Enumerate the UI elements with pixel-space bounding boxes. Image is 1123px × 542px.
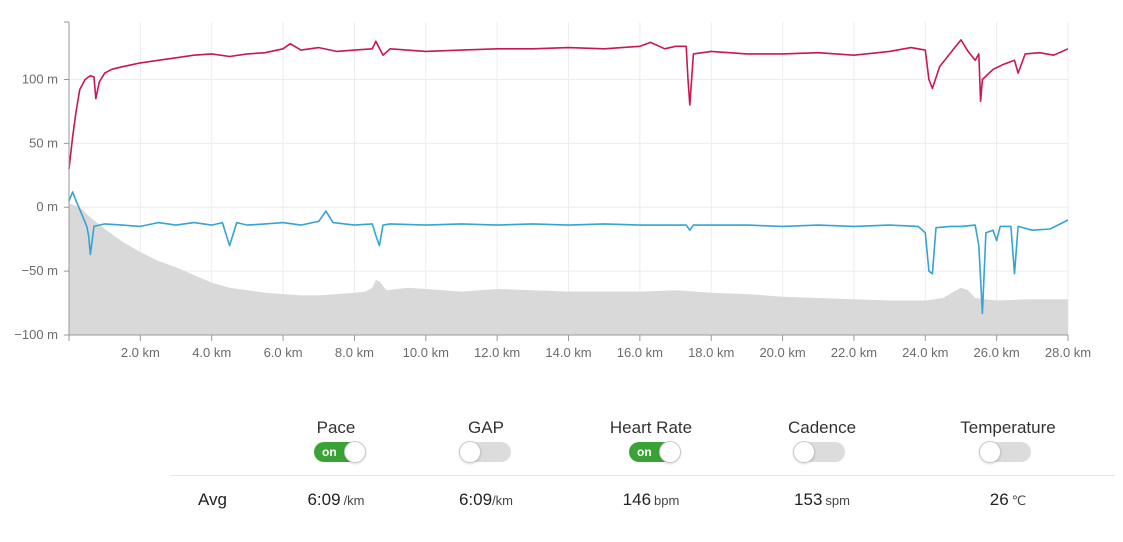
- heart-rate-value: 146: [622, 490, 652, 509]
- pace-value: 6:09: [307, 490, 341, 509]
- x-tick-label-12: 26.0 km: [974, 345, 1020, 360]
- elevation-chart[interactable]: 100 m 50 m 0 m −50 m −100 m 2.0 km 4.0 km 6.0 k…: [0, 0, 1123, 372]
- temperature-avg-value: 26 ℃: [933, 490, 1083, 510]
- y-tick-label-2: 0 m: [36, 199, 58, 214]
- x-tick-label-9: 20.0 km: [759, 345, 805, 360]
- cadence-unit: spm: [825, 493, 850, 508]
- pace-toggle-knob[interactable]: [344, 441, 366, 463]
- x-tick-label-2: 6.0 km: [264, 345, 303, 360]
- cadence-toggle-knob[interactable]: [793, 441, 815, 463]
- temperature-toggle[interactable]: [979, 441, 1031, 463]
- heart-rate-avg-value: 146 bpm: [576, 490, 726, 510]
- avg-label: Avg: [198, 490, 227, 509]
- x-tick-label-3: 8.0 km: [335, 345, 374, 360]
- heart-rate-toggle[interactable]: on: [629, 441, 681, 463]
- x-tick-label-7: 16.0 km: [617, 345, 663, 360]
- gap-unit: /km: [492, 493, 514, 508]
- x-tick-label-4: 10.0 km: [403, 345, 449, 360]
- heart-rate-toggle-text: on: [637, 445, 652, 459]
- stats-panel: Pace on GAP Heart Rate on Cadence Temper…: [0, 410, 1123, 542]
- x-tick-label-5: 12.0 km: [474, 345, 520, 360]
- y-tick-label-4: −100 m: [14, 327, 58, 342]
- x-tick-label-10: 22.0 km: [831, 345, 877, 360]
- y-tick-label-1: 50 m: [29, 135, 58, 150]
- y-tick-label-0: 100 m: [22, 71, 58, 86]
- temperature-value: 26: [989, 490, 1009, 509]
- x-tick-label-8: 18.0 km: [688, 345, 734, 360]
- heart-rate-unit: bpm: [654, 493, 680, 508]
- y-tick-label-3: −50 m: [22, 263, 59, 278]
- temperature-label: Temperature: [960, 418, 1056, 437]
- pace-avg-value: 6:09/km: [261, 490, 411, 510]
- gap-avg-value: 6:09/km: [411, 490, 561, 510]
- stats-divider: [170, 475, 1115, 476]
- pace-unit: /km: [343, 493, 365, 508]
- x-tick-label-1: 4.0 km: [192, 345, 231, 360]
- x-tick-label-11: 24.0 km: [902, 345, 948, 360]
- x-tick-label-6: 14.0 km: [545, 345, 591, 360]
- elevation-area: [69, 203, 1068, 335]
- pace-toggle-text: on: [322, 445, 337, 459]
- pace-toggle[interactable]: on: [314, 441, 366, 463]
- cadence-label: Cadence: [787, 418, 857, 437]
- temperature-toggle-knob[interactable]: [979, 441, 1001, 463]
- gap-value: 6:09: [458, 490, 493, 509]
- heart-rate-label: Heart Rate: [609, 418, 693, 437]
- heart-rate-toggle-knob[interactable]: [659, 441, 681, 463]
- heart-rate-line: [68, 39, 1069, 169]
- x-tick-label-13: 28.0 km: [1045, 345, 1091, 360]
- x-tick-label-0: 2.0 km: [121, 345, 160, 360]
- gap-label: GAP: [468, 418, 504, 437]
- pace-label: Pace: [316, 418, 356, 437]
- cadence-avg-value: 153 spm: [747, 490, 897, 510]
- gap-toggle[interactable]: [459, 441, 511, 463]
- temperature-unit: ℃: [1011, 493, 1027, 508]
- gap-toggle-knob[interactable]: [459, 441, 481, 463]
- pace-line: [68, 191, 1069, 315]
- cadence-toggle[interactable]: [793, 441, 845, 463]
- cadence-value: 153: [794, 490, 823, 509]
